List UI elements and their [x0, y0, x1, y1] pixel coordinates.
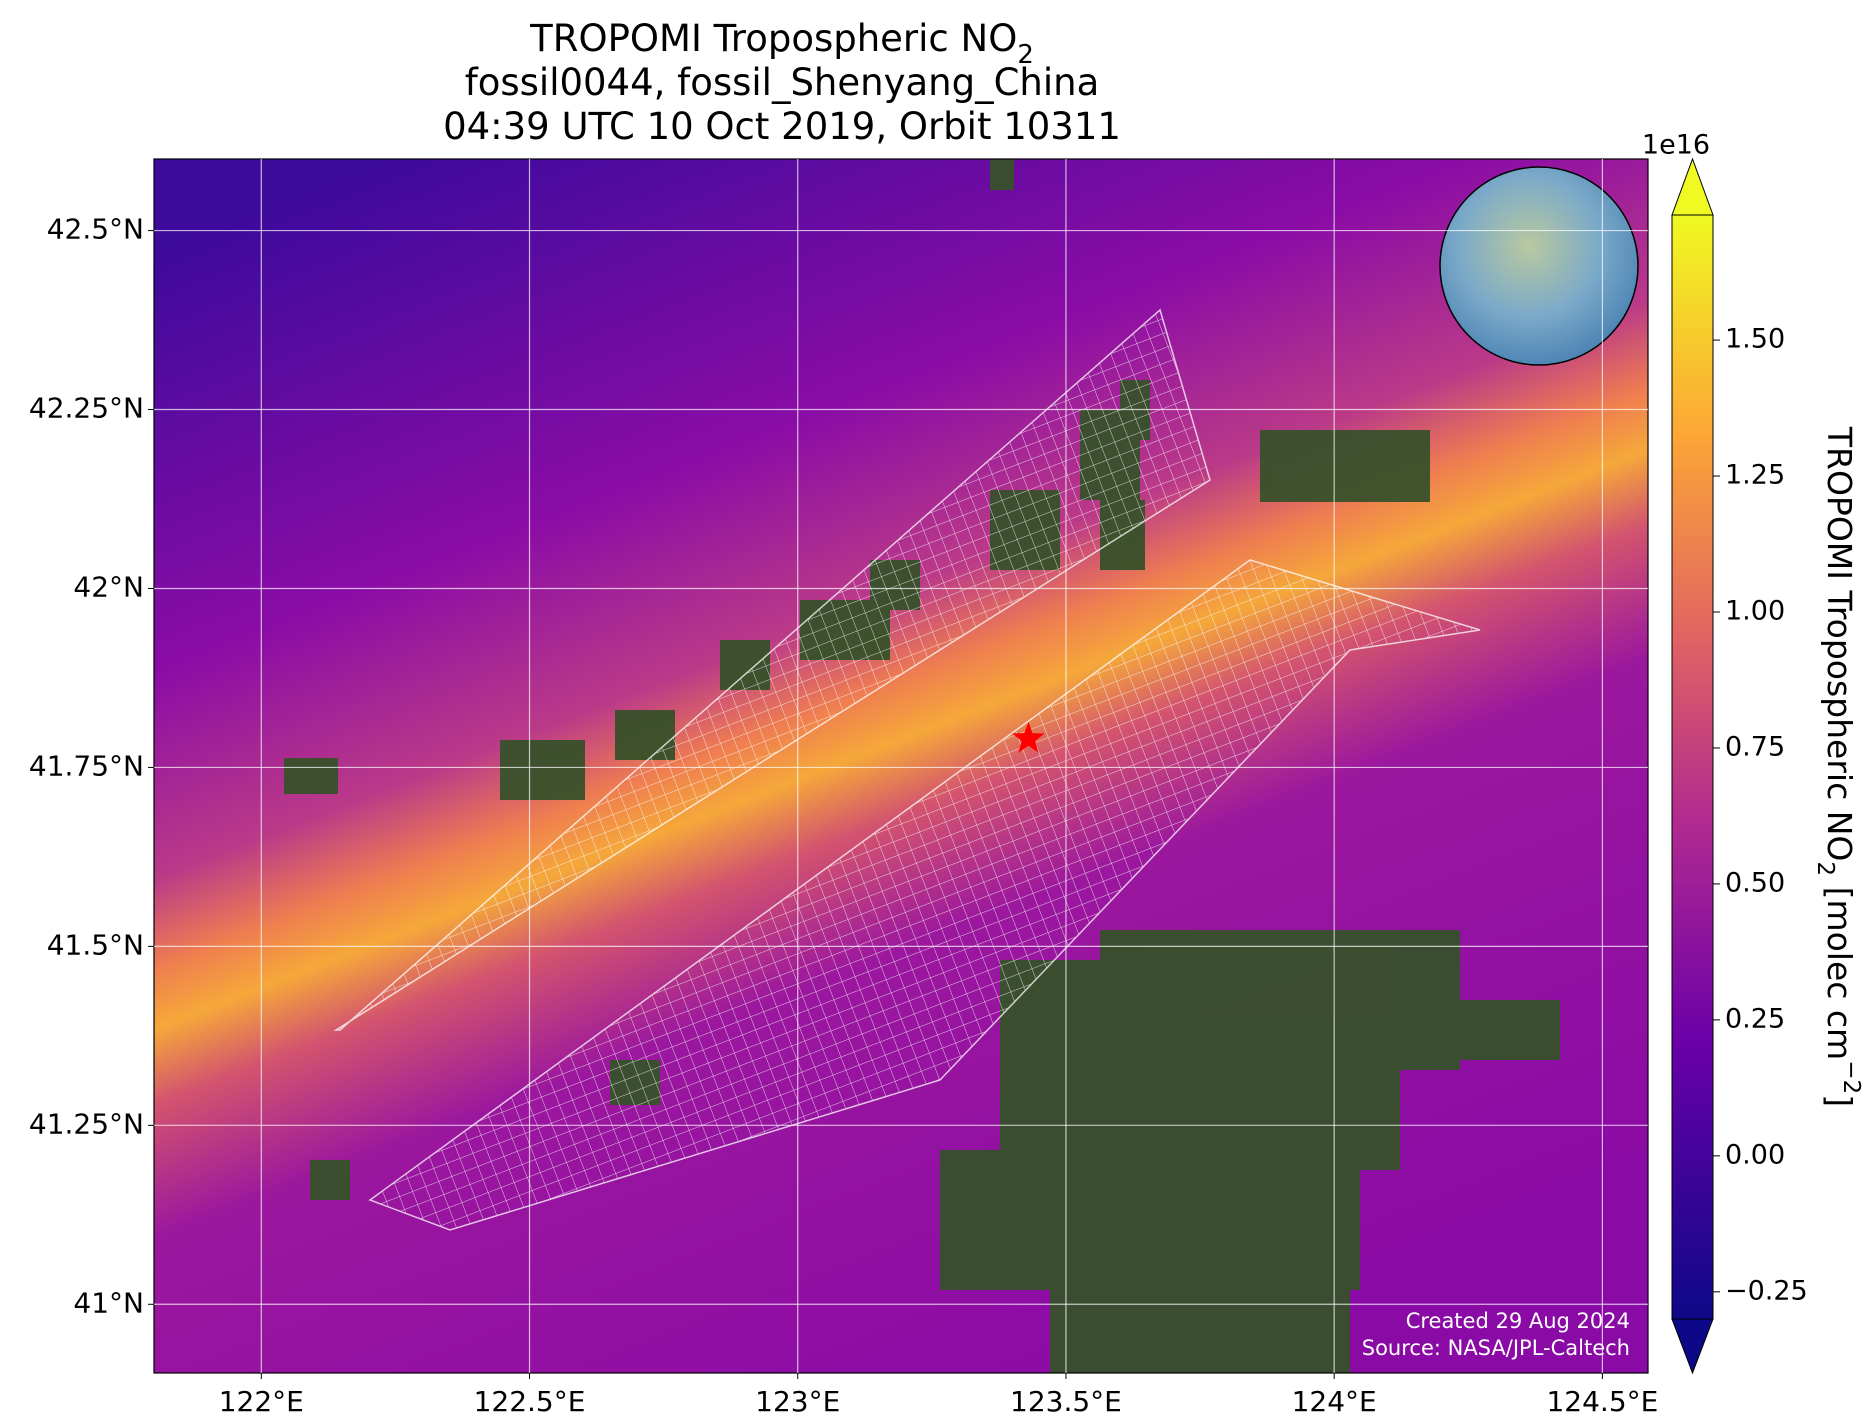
chart-title: TROPOMI Tropospheric NO2 — [529, 17, 1034, 70]
colorbar-scale — [1671, 214, 1714, 1320]
y-tick-label: 42.5°N — [47, 213, 144, 246]
text-part: ] — [1821, 1094, 1860, 1107]
text-part: fossil0044, fossil_Shenyang_China — [465, 61, 1100, 104]
y-tick-label: 42.25°N — [29, 392, 144, 425]
colorbar-extend-bottom — [1671, 1318, 1714, 1375]
colorbar-tick-label: −0.25 — [1725, 1275, 1808, 1306]
colorbar-tick-label: 0.75 — [1725, 731, 1785, 762]
colorbar-exponent: 1e16 — [1642, 130, 1710, 161]
text-part: 04:39 UTC 10 Oct 2019, Orbit 10311 — [443, 105, 1121, 148]
colorbar-tick-label: 0.50 — [1725, 867, 1785, 898]
text-part: [molec cm — [1821, 876, 1860, 1060]
colorbar-tick-label: 1.00 — [1725, 596, 1785, 627]
supscript: −2 — [1839, 1060, 1865, 1094]
chart-title: fossil0044, fossil_Shenyang_China — [465, 61, 1100, 104]
x-tick-label: 122°E — [219, 1385, 304, 1417]
credit-text: Created 29 Aug 2024 — [1406, 1309, 1630, 1333]
subscript: 2 — [1017, 40, 1033, 70]
text-part: TROPOMI Tropospheric NO — [529, 17, 1017, 60]
x-tick-label: 124.5°E — [1546, 1385, 1658, 1417]
grid: 122°E 122.5°E 123°E 123.5°E 124°E 124.5°E 41°N… — [29, 159, 1658, 1418]
map-background — [154, 159, 1648, 1373]
plot-frame — [153, 158, 1649, 1374]
credit-text: Source: NASA/JPL-Caltech — [1362, 1336, 1630, 1360]
colorbar-tick-label: 1.25 — [1725, 460, 1785, 491]
colorbar-tick-label: 0.25 — [1725, 1003, 1785, 1034]
chart-title: 04:39 UTC 10 Oct 2019, Orbit 10311 — [443, 105, 1121, 148]
colorbar: −0.25 0.00 0.25 0.50 0.75 1.00 1.25 1.50 1e16 TRO… — [1642, 130, 1865, 1375]
x-tick-label: 123°E — [755, 1385, 840, 1417]
x-tick-label: 122.5°E — [474, 1385, 586, 1417]
colorbar-tick-label: 0.00 — [1725, 1139, 1785, 1170]
subscript: 2 — [1813, 861, 1839, 876]
y-tick-label: 41.75°N — [29, 749, 144, 782]
y-tick-label: 41°N — [73, 1286, 144, 1319]
colorbar-extend-top — [1671, 157, 1714, 216]
colorbar-tick-label: 1.50 — [1725, 324, 1785, 355]
y-tick-label: 41.5°N — [47, 928, 144, 961]
x-tick-label: 124°E — [1292, 1385, 1377, 1417]
y-tick-label: 41.25°N — [29, 1107, 144, 1140]
text-part: TROPOMI Tropospheric NO — [1821, 426, 1860, 862]
y-tick-label: 42°N — [73, 570, 144, 603]
site-marker — [1012, 721, 1045, 753]
colorbar-label: TROPOMI Tropospheric NO2 [molec cm−2] — [1813, 426, 1865, 1107]
x-tick-label: 123.5°E — [1010, 1385, 1122, 1417]
